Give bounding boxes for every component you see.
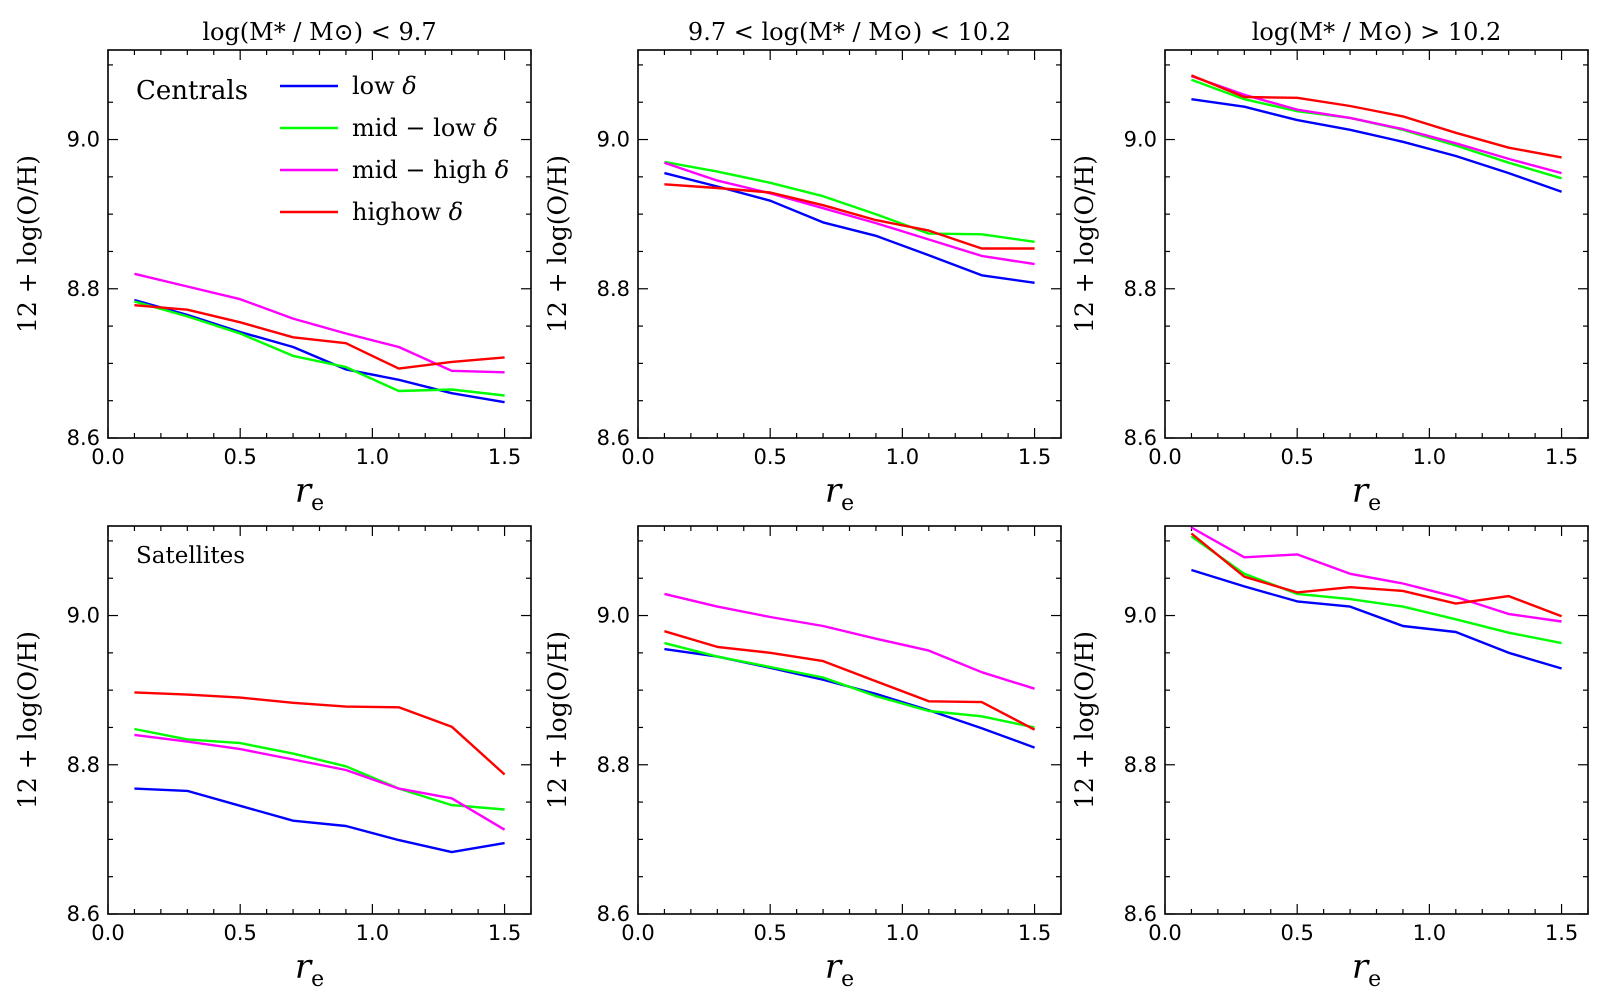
y-tick-label: 9.0 bbox=[597, 604, 630, 628]
panel-frame bbox=[1164, 525, 1589, 915]
y-tick-label: 8.8 bbox=[67, 753, 100, 777]
x-tick-label: 0.5 bbox=[753, 445, 786, 469]
panel-frame bbox=[107, 49, 532, 439]
y-axis-label: 12 + log(O/H) bbox=[13, 155, 42, 333]
x-tick-label: 1.0 bbox=[1413, 921, 1446, 945]
y-tick-label: 8.6 bbox=[597, 902, 630, 926]
y-tick-label: 9.0 bbox=[67, 128, 100, 152]
y-tick-label: 8.6 bbox=[1124, 426, 1157, 450]
y-axis-label: 12 + log(O/H) bbox=[543, 155, 572, 333]
legend-label: highow δ bbox=[352, 198, 463, 226]
series-line-mid-high bbox=[134, 733, 506, 831]
y-tick-label: 8.6 bbox=[67, 426, 100, 450]
panel-1-0: 0.0 0.5 1.0 1.5 8.6 8.8 9.0 re 12 + log(O/H) Sate… bbox=[13, 525, 532, 992]
y-axis-label: 12 + log(O/H) bbox=[1070, 155, 1099, 333]
y-tick-label: 9.0 bbox=[1124, 604, 1157, 628]
panel-frame bbox=[107, 525, 532, 915]
panel-0-1: 0.0 0.5 1.0 1.5 8.6 8.8 9.0 re 12 + log(O/H) 9.7 … bbox=[543, 18, 1062, 516]
x-tick-label: 1.0 bbox=[356, 921, 389, 945]
series-line-low bbox=[1191, 568, 1562, 670]
y-axis-label: 12 + log(O/H) bbox=[13, 631, 42, 809]
legend-label: low δ bbox=[352, 72, 417, 100]
x-tick-label: 1.5 bbox=[488, 921, 521, 945]
series-line-mid-low bbox=[664, 641, 1035, 729]
x-tick-label: 0.5 bbox=[1280, 921, 1313, 945]
panel-title: log(M* / M⊙) < 9.7 bbox=[202, 18, 436, 46]
x-tick-label: 0.5 bbox=[223, 445, 256, 469]
x-axis-label: re bbox=[295, 471, 324, 516]
panel-title: 9.7 < log(M* / M⊙) < 10.2 bbox=[688, 18, 1011, 46]
x-axis-label: re bbox=[295, 947, 324, 992]
series-line-highow bbox=[664, 183, 1035, 250]
x-tick-label: 0.0 bbox=[621, 921, 654, 945]
legend: low δ mid − low δ mid − high δ highow δ bbox=[280, 72, 509, 226]
series-line-low bbox=[134, 787, 505, 854]
x-tick-label: 1.0 bbox=[886, 921, 919, 945]
series-line-highow bbox=[1190, 74, 1562, 159]
series-line-low bbox=[664, 171, 1035, 284]
y-tick-label: 9.0 bbox=[67, 604, 100, 628]
series-line-mid-high bbox=[664, 161, 1035, 266]
series-line-mid-high bbox=[664, 592, 1035, 690]
x-tick-label: 1.5 bbox=[488, 445, 521, 469]
legend-label: mid − high δ bbox=[352, 156, 509, 184]
x-tick-label: 0.0 bbox=[91, 921, 124, 945]
x-tick-label: 0.5 bbox=[1280, 445, 1313, 469]
x-tick-label: 1.5 bbox=[1018, 445, 1051, 469]
legend-label: mid − low δ bbox=[352, 114, 498, 142]
y-axis-label: 12 + log(O/H) bbox=[1070, 631, 1099, 809]
series-line-highow bbox=[134, 691, 506, 776]
series-line-mid-high bbox=[134, 272, 505, 374]
x-tick-label: 1.0 bbox=[1413, 445, 1446, 469]
y-tick-label: 8.8 bbox=[597, 277, 630, 301]
x-tick-label: 0.0 bbox=[621, 445, 654, 469]
series-line-mid-low bbox=[1190, 535, 1562, 645]
x-tick-label: 1.5 bbox=[1545, 445, 1578, 469]
x-axis-label: re bbox=[1352, 471, 1381, 516]
series-line-mid-high bbox=[1191, 74, 1562, 175]
series-line-mid-low bbox=[134, 300, 505, 397]
x-tick-label: 0.0 bbox=[91, 445, 124, 469]
y-axis-label: 12 + log(O/H) bbox=[543, 631, 572, 809]
x-tick-label: 1.0 bbox=[886, 445, 919, 469]
x-tick-label: 1.0 bbox=[356, 445, 389, 469]
series-line-highow bbox=[134, 304, 505, 370]
panel-annotation: Satellites bbox=[136, 543, 245, 569]
x-axis-label: re bbox=[825, 947, 854, 992]
series-line-highow bbox=[664, 630, 1036, 731]
panel-frame bbox=[1164, 49, 1589, 439]
series-line-mid-low bbox=[134, 727, 505, 811]
y-tick-label: 8.8 bbox=[597, 753, 630, 777]
x-tick-label: 0.5 bbox=[753, 921, 786, 945]
x-tick-label: 0.0 bbox=[1148, 445, 1181, 469]
y-tick-label: 9.0 bbox=[1124, 128, 1157, 152]
series-line-low bbox=[1191, 98, 1562, 193]
series-line-mid-high bbox=[1190, 526, 1562, 623]
y-tick-label: 8.6 bbox=[1124, 902, 1157, 926]
series-line-highow bbox=[1190, 532, 1563, 618]
y-tick-label: 8.6 bbox=[597, 426, 630, 450]
series-line-low bbox=[664, 647, 1036, 749]
x-axis-label: re bbox=[1352, 947, 1381, 992]
series-line-low bbox=[134, 298, 505, 404]
panel-0-0: 0.0 0.5 1.0 1.5 8.6 8.8 9.0 re 12 + log(O/H) log(… bbox=[13, 18, 532, 516]
y-tick-label: 9.0 bbox=[597, 128, 630, 152]
panel-annotation: Centrals bbox=[136, 76, 248, 106]
panel-1-1: 0.0 0.5 1.0 1.5 8.6 8.8 9.0 re 12 + log(O/H) bbox=[543, 525, 1062, 992]
panel-0-2: 0.0 0.5 1.0 1.5 8.6 8.8 9.0 re 12 + log(O/H) log(… bbox=[1070, 18, 1589, 516]
panel-frame bbox=[637, 49, 1062, 439]
y-tick-label: 8.8 bbox=[67, 277, 100, 301]
x-tick-label: 0.5 bbox=[223, 921, 256, 945]
series-line-mid-low bbox=[664, 160, 1035, 243]
y-tick-label: 8.8 bbox=[1124, 277, 1157, 301]
x-axis-label: re bbox=[825, 471, 854, 516]
y-tick-label: 8.8 bbox=[1124, 753, 1157, 777]
panel-title: log(M* / M⊙) > 10.2 bbox=[1252, 18, 1502, 46]
y-tick-label: 8.6 bbox=[67, 902, 100, 926]
panel-1-2: 0.0 0.5 1.0 1.5 8.6 8.8 9.0 re 12 + log(O/H) bbox=[1070, 525, 1589, 992]
x-tick-label: 1.5 bbox=[1545, 921, 1578, 945]
x-tick-label: 0.0 bbox=[1148, 921, 1181, 945]
x-tick-label: 1.5 bbox=[1018, 921, 1051, 945]
